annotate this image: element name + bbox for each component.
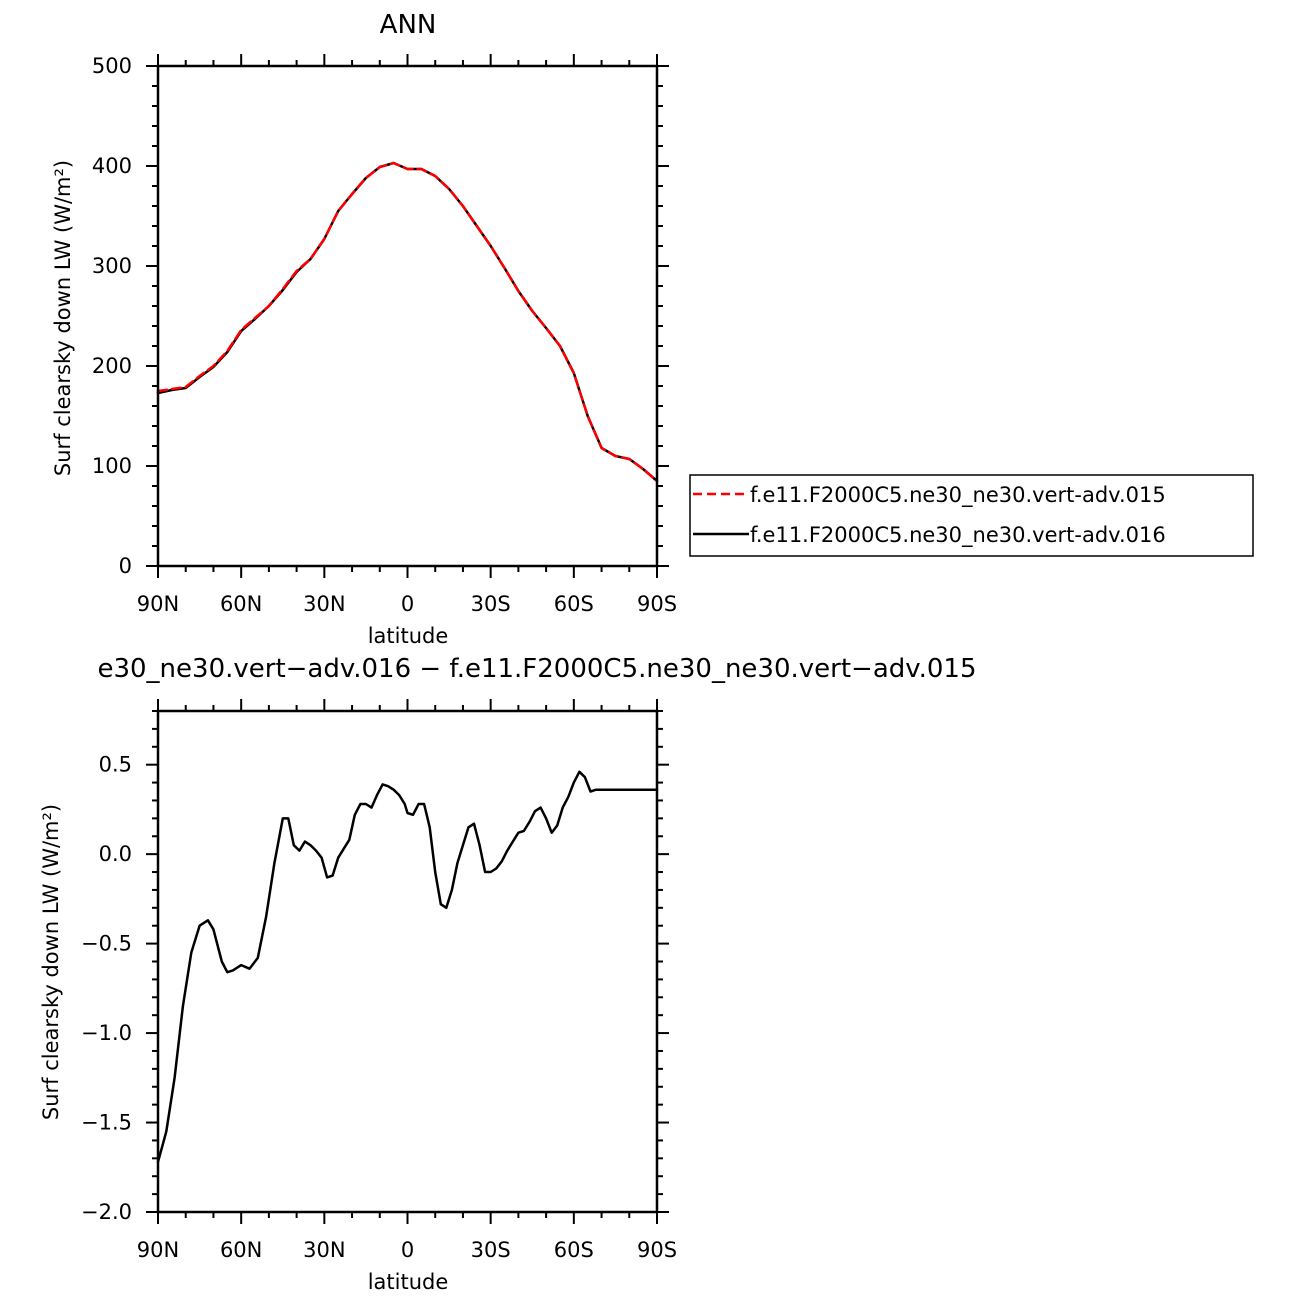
legend-label-016: f.e11.F2000C5.ne30_ne30.vert-adv.016 (750, 523, 1166, 548)
x-tick-label: 30S (471, 1238, 511, 1262)
y-tick-label: 0.5 (99, 753, 132, 777)
y-tick-label: 100 (92, 454, 132, 478)
bottom-panel-ticks (146, 699, 669, 1224)
x-tick-label: 0 (401, 1238, 414, 1262)
y-tick-label: 0 (119, 554, 132, 578)
bottom-panel-lines (156, 770, 659, 1164)
x-tick-label: 90N (137, 1238, 179, 1262)
top-panel-frame (156, 64, 659, 568)
y-tick-label: 200 (92, 354, 132, 378)
bottom-panel: e30_ne30.vert−adv.016 − f.e11.F2000C5.ne… (39, 654, 977, 1294)
x-tick-label: 60S (554, 592, 594, 616)
x-tick-label: 90S (637, 592, 677, 616)
y-tick-label: −2.0 (81, 1200, 132, 1224)
x-tick-label: 30S (471, 592, 511, 616)
series-line-015 (156, 161, 659, 483)
x-tick-label: 60S (554, 1238, 594, 1262)
x-tick-label: 30N (303, 1238, 345, 1262)
top-panel-ticks (146, 54, 669, 578)
x-tick-label: 90S (637, 1238, 677, 1262)
top-panel-tick-labels: 90N 60N 30N 0 30S 60S 90S 0 100 200 300 400 500 (92, 54, 677, 616)
x-tick-label: 60N (220, 592, 262, 616)
y-tick-label: 300 (92, 254, 132, 278)
series-line-difference (156, 770, 659, 1164)
legend-box (689, 474, 1254, 557)
legend: f.e11.F2000C5.ne30_ne30.vert-adv.015 f.e… (689, 474, 1254, 557)
top-panel-title: ANN (380, 10, 437, 40)
bottom-panel-frame (156, 709, 659, 1214)
x-tick-label: 60N (220, 1238, 262, 1262)
y-tick-label: 400 (92, 154, 132, 178)
x-tick-label: 30N (303, 592, 345, 616)
bottom-panel-title: e30_ne30.vert−adv.016 − f.e11.F2000C5.ne… (97, 654, 976, 684)
bottom-panel-tick-labels: 90N 60N 30N 0 30S 60S 90S −2.0 −1.5 −1.0 −0.5 0.0 0.… (81, 753, 677, 1262)
top-panel-lines (156, 161, 659, 483)
y-tick-label: 500 (92, 54, 132, 78)
x-tick-label: 0 (401, 592, 414, 616)
y-tick-label: −1.0 (81, 1021, 132, 1045)
y-tick-label: 0.0 (99, 842, 132, 866)
top-panel-xlabel: latitude (368, 624, 449, 648)
x-tick-label: 90N (137, 592, 179, 616)
top-panel: ANN 90N 60N 30N 0 30S 60S 90S0100200300400500 … (51, 10, 677, 648)
bottom-panel-xlabel: latitude (368, 1270, 449, 1294)
y-tick-label: −1.5 (81, 1111, 132, 1135)
y-tick-label: −0.5 (81, 932, 132, 956)
top-panel-ylabel: Surf clearsky down LW (W/m²) (51, 160, 75, 476)
legend-label-015: f.e11.F2000C5.ne30_ne30.vert-adv.015 (750, 483, 1166, 508)
series-line-016 (156, 161, 659, 483)
bottom-panel-ylabel: Surf clearsky down LW (W/m²) (39, 804, 63, 1120)
